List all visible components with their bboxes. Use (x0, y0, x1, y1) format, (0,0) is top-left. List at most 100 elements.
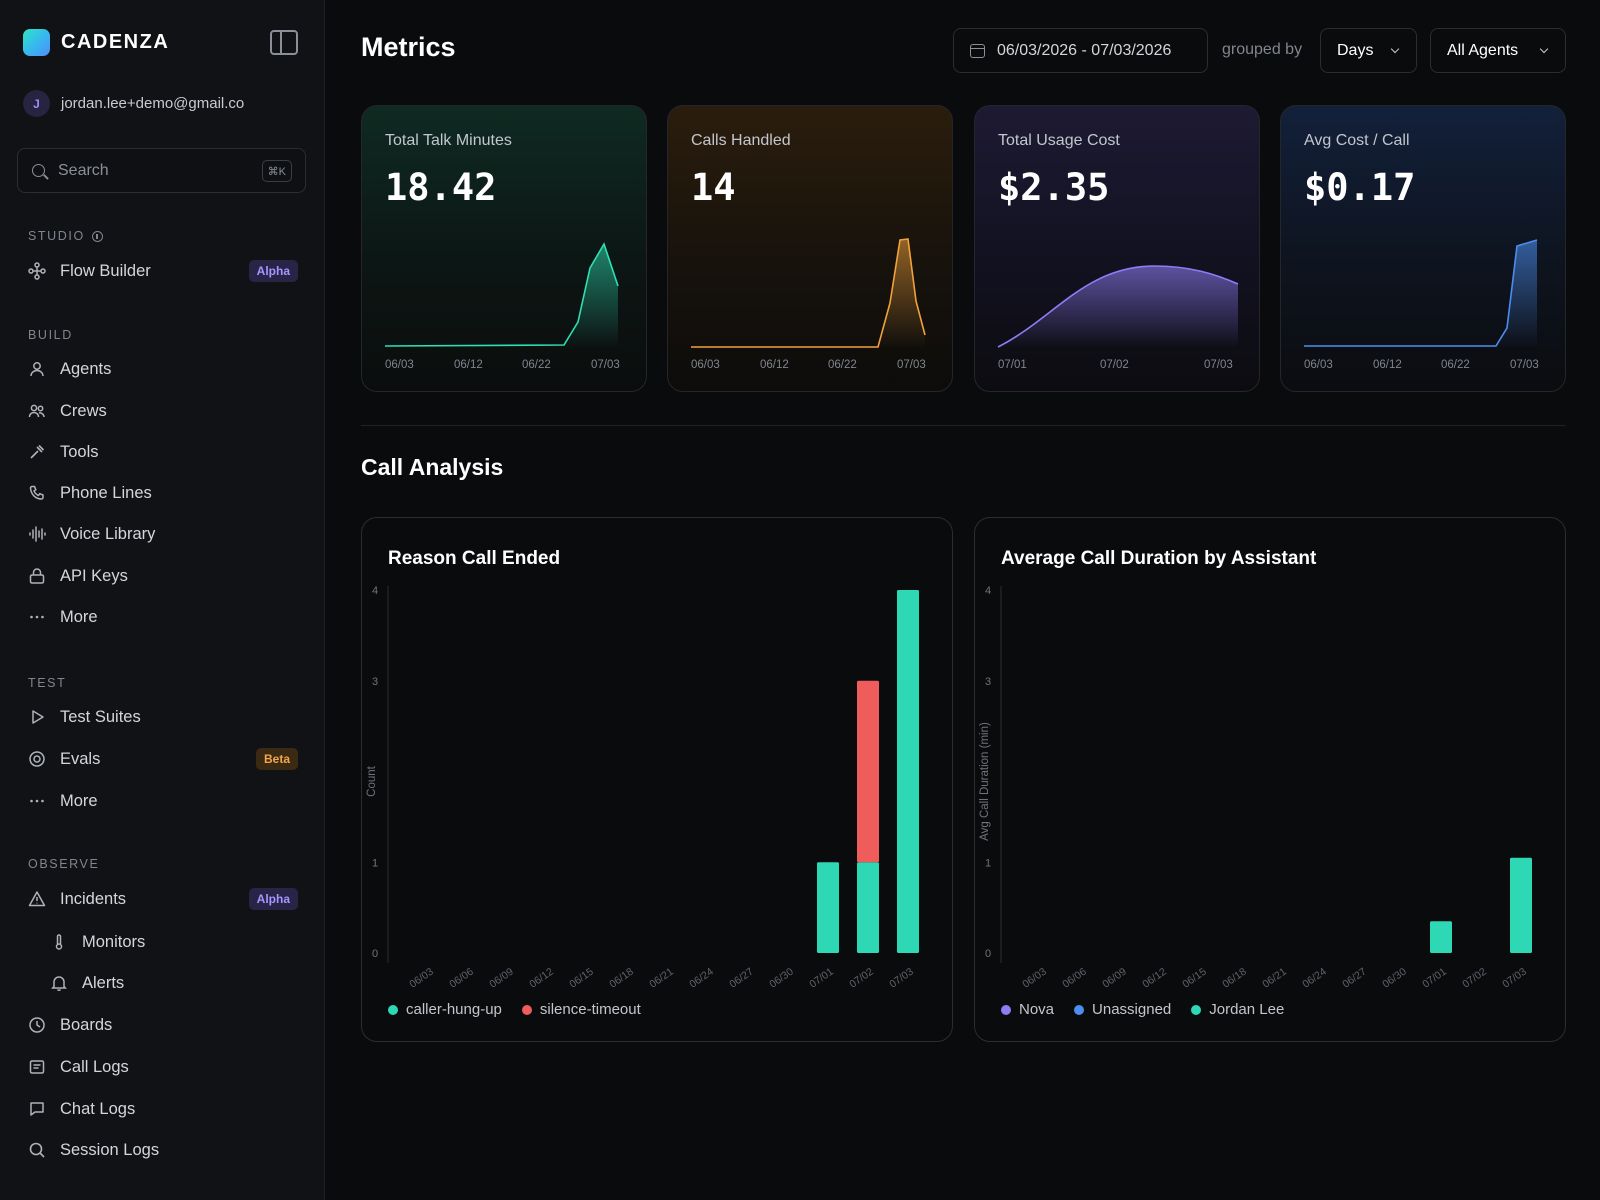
kpi-tick: 07/02 (1100, 359, 1129, 371)
bar-jordan-lee[interactable] (1510, 857, 1532, 953)
sidebar-item-alerts[interactable]: Alerts (50, 967, 298, 999)
date-range-picker[interactable]: 06/03/2026 - 07/03/2026 (953, 28, 1208, 73)
chart-card-avg-duration: Average Call Duration by Assistant 0 1 3 4 A… (974, 517, 1566, 1042)
target-icon (28, 750, 46, 768)
sidebar-item-boards[interactable]: Boards (28, 1009, 298, 1041)
kpi-tick: 06/03 (691, 359, 720, 371)
kpi-card-avg-cost[interactable]: Avg Cost / Call $0.17 06/03 06/12 06/22 … (1280, 105, 1566, 392)
legend-item[interactable]: Unassigned (1074, 1001, 1171, 1018)
kpi-tick: 07/03 (591, 359, 620, 371)
agent-select-value: All Agents (1447, 41, 1519, 59)
user-icon (28, 360, 46, 378)
clock-icon (28, 1016, 46, 1034)
sidebar-item-label: More (60, 607, 98, 626)
legend-item[interactable]: Nova (1001, 1001, 1054, 1018)
x-tick-label: 06/24 (1300, 966, 1329, 991)
sidebar-item-call-logs[interactable]: Call Logs (28, 1051, 298, 1083)
play-icon (28, 708, 46, 726)
waveform-icon (28, 525, 46, 543)
y-tick-label: 4 (985, 585, 991, 597)
bar-jordan-lee[interactable] (1430, 921, 1452, 953)
bar-caller-hung-up[interactable] (817, 862, 839, 953)
bar-caller-hung-up[interactable] (857, 862, 879, 953)
x-tick-label: 06/18 (607, 966, 636, 991)
kpi-card-usage-cost[interactable]: Total Usage Cost $2.35 07/01 07/02 07/03 (974, 105, 1260, 392)
legend-label: caller-hung-up (406, 1001, 502, 1018)
sidebar-item-flow-builder[interactable]: Flow Builder Alpha (28, 255, 298, 287)
sidebar-item-build-more[interactable]: More (28, 601, 298, 633)
y-tick-label: 4 (372, 585, 378, 597)
sidebar-toggle-icon[interactable] (270, 30, 298, 55)
x-tick-label: 07/03 (1500, 966, 1529, 991)
sidebar-item-chat-logs[interactable]: Chat Logs (28, 1093, 298, 1125)
x-tick-label: 06/12 (527, 966, 556, 991)
sidebar-item-test-suites[interactable]: Test Suites (28, 701, 298, 733)
brand[interactable]: CADENZA (23, 29, 169, 56)
sidebar-item-tools[interactable]: Tools (28, 436, 298, 468)
user-menu[interactable]: J jordan.lee+demo@gmail.co (23, 90, 244, 117)
sidebar-item-label: Test Suites (60, 707, 141, 726)
sidebar-item-test-more[interactable]: More (28, 785, 298, 817)
kpi-tick: 07/03 (897, 359, 926, 371)
search-placeholder: Search (58, 161, 109, 179)
sidebar-item-agents[interactable]: Agents (28, 353, 298, 385)
sidebar-item-api-keys[interactable]: API Keys (28, 560, 298, 592)
x-tick-label: 06/06 (1060, 966, 1089, 991)
phone-icon (28, 484, 46, 502)
chart-legend: Nova Unassigned Jordan Lee (1001, 1001, 1304, 1018)
legend-item[interactable]: Jordan Lee (1191, 1001, 1284, 1018)
sidebar-item-crews[interactable]: Crews (28, 395, 298, 427)
alpha-badge: Alpha (248, 260, 298, 282)
legend-label: Nova (1019, 1001, 1055, 1018)
kpi-sparkline-calls-handled (691, 238, 926, 348)
section-label-studio: STUDIO (28, 229, 103, 243)
alpha-badge: Alpha (248, 888, 298, 910)
avatar: J (23, 90, 50, 117)
sidebar-item-monitors[interactable]: Monitors (50, 926, 298, 958)
section-title-call-analysis: Call Analysis (361, 454, 504, 480)
chart-reason-call-ended: 0 1 3 4 Count 06/03 06/06 06/09 06/12 06/15 06/18 0… (366, 585, 919, 991)
sidebar-item-evals[interactable]: Evals Beta (28, 743, 298, 775)
section-label-observe: OBSERVE (28, 857, 100, 871)
x-tick-label: 07/01 (807, 966, 836, 991)
y-axis-label: Avg Call Duration (min) (979, 722, 991, 841)
sidebar-item-voice-library[interactable]: Voice Library (28, 518, 298, 550)
grouped-by-label: grouped by (1222, 41, 1303, 58)
date-range-value: 06/03/2026 - 07/03/2026 (997, 41, 1172, 59)
search-input[interactable]: Search ⌘K (17, 148, 306, 193)
sidebar-item-label: Alerts (82, 973, 125, 992)
flow-icon (28, 262, 46, 280)
kpi-card-talk-minutes[interactable]: Total Talk Minutes 18.42 06/03 06/12 06/… (361, 105, 647, 392)
kpi-tick: 07/03 (1510, 359, 1539, 371)
sidebar-item-label: Incidents (60, 889, 127, 908)
sidebar-item-label: Evals (60, 749, 101, 768)
kpi-tick: 06/03 (1304, 359, 1333, 371)
user-email: jordan.lee+demo@gmail.co (61, 95, 245, 112)
x-tick-label: 06/21 (647, 966, 676, 991)
kpi-card-calls-handled[interactable]: Calls Handled 14 06/03 06/12 06/22 07/03 (667, 105, 953, 392)
sidebar-item-incidents[interactable]: Incidents Alpha (28, 883, 298, 915)
kpi-value: $2.35 (998, 166, 1110, 209)
legend-label: Jordan Lee (1209, 1001, 1285, 1018)
chart-title: Reason Call Ended (388, 548, 561, 569)
legend-item[interactable]: silence-timeout (521, 1001, 641, 1018)
kpi-label: Total Usage Cost (998, 132, 1120, 149)
sidebar-item-label: Chat Logs (60, 1099, 136, 1118)
info-icon[interactable] (91, 230, 103, 242)
page-title: Metrics (361, 32, 456, 62)
agent-select[interactable]: All Agents (1430, 28, 1566, 73)
sidebar-item-label: Phone Lines (60, 483, 152, 502)
sidebar-item-session-logs[interactable]: Session Logs (28, 1134, 298, 1166)
legend-item[interactable]: caller-hung-up (388, 1001, 502, 1018)
group-by-select[interactable]: Days (1320, 28, 1417, 73)
sidebar-item-phone-lines[interactable]: Phone Lines (28, 477, 298, 509)
bar-silence-timeout[interactable] (857, 680, 879, 863)
kpi-value: 14 (691, 166, 736, 209)
sidebar-item-label: Agents (60, 359, 112, 378)
bar-caller-hung-up[interactable] (897, 590, 919, 953)
x-tick-label: 07/02 (1460, 966, 1489, 991)
sidebar: CADENZA J jordan.lee+demo@gmail.co Searc… (0, 0, 325, 1200)
sidebar-item-label: API Keys (60, 566, 128, 585)
lock-icon (28, 567, 46, 585)
chart-card-reason-call-ended: Reason Call Ended 0 1 3 4 Count 06/03 06/06 06/… (361, 517, 953, 1042)
